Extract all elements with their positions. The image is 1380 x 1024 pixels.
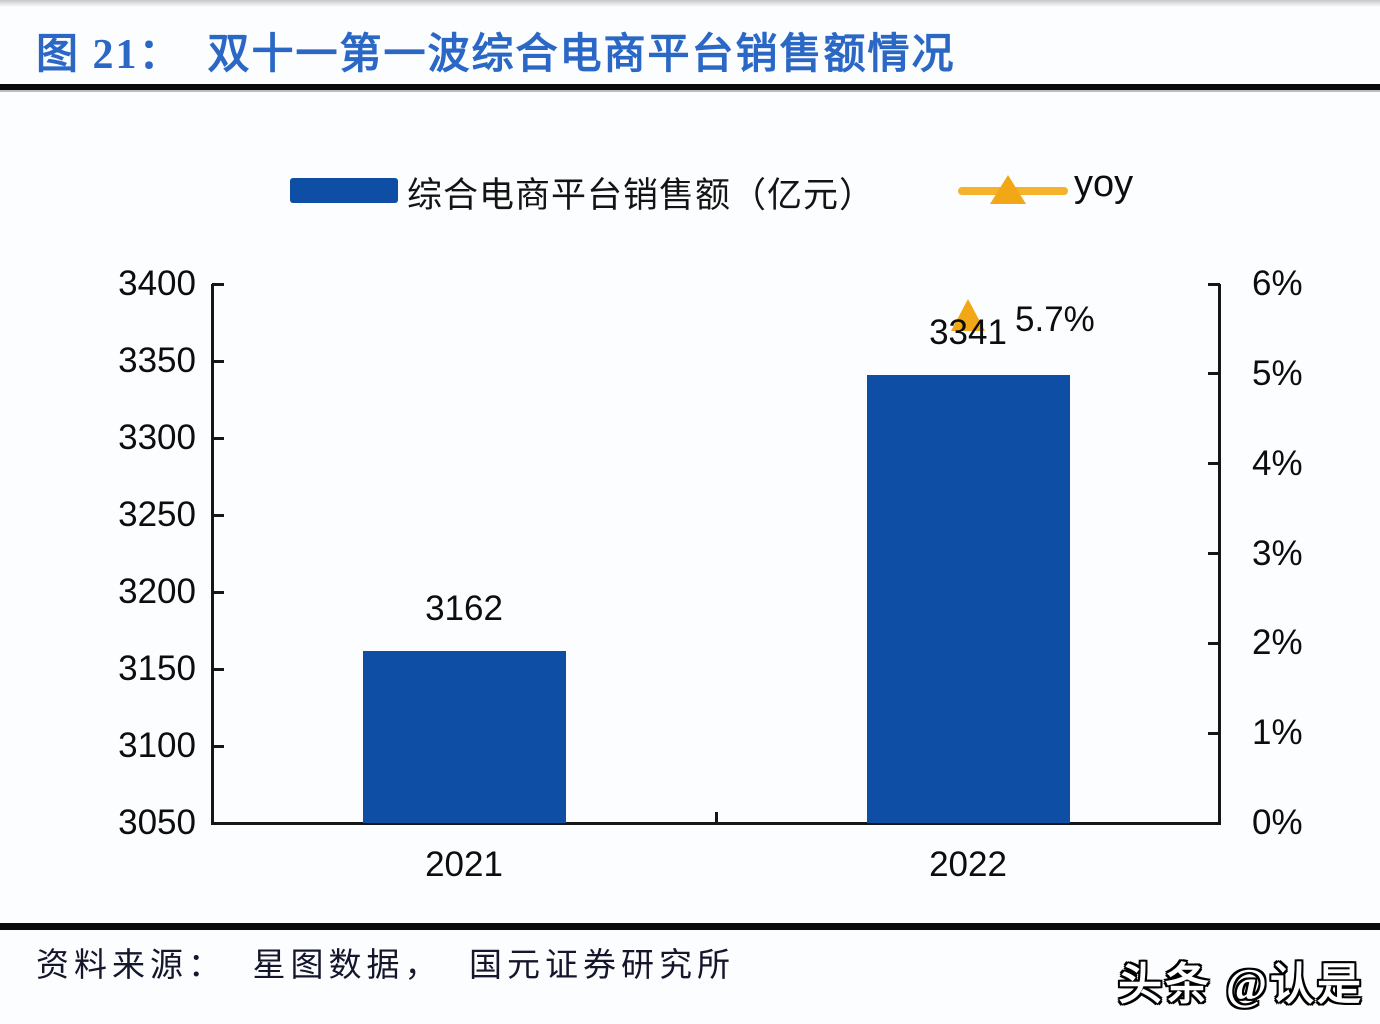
left-axis-tick: [212, 282, 224, 286]
left-axis-tick-label: 3150: [118, 649, 196, 688]
right-axis-tick: [1208, 821, 1220, 825]
title-divider-shadow: [0, 90, 1380, 92]
title-divider: [0, 84, 1380, 90]
left-axis-tick-label: 3300: [118, 418, 196, 457]
right-axis-tick-label: 2%: [1252, 623, 1303, 663]
left-axis-tick-label: 3200: [118, 572, 196, 611]
left-axis-tick-label: 3100: [118, 726, 196, 765]
right-axis-tick: [1208, 641, 1220, 645]
x-axis-label: 2022: [929, 845, 1007, 884]
x-axis-mid-tick: [715, 812, 718, 822]
footer-divider: [0, 923, 1380, 930]
legend-bar-swatch: [290, 178, 398, 203]
yoy-value-label: 5.7%: [1015, 299, 1095, 339]
left-axis-tick-label: 3400: [118, 264, 196, 303]
right-axis-tick-label: 4%: [1252, 443, 1303, 483]
right-axis-tick: [1208, 372, 1220, 376]
right-axis-tick: [1208, 282, 1220, 286]
left-axis-tick: [212, 590, 224, 594]
right-axis-tick-label: 5%: [1252, 353, 1303, 393]
page-top-edge: [0, 0, 1380, 7]
right-axis-tick: [1208, 552, 1220, 555]
x-axis-line: [211, 822, 1221, 825]
legend-bar-label: 综合电商平台销售额（亿元）: [407, 176, 876, 215]
source-note: 资料来源： 星图数据， 国元证券研究所: [36, 948, 735, 984]
left-axis-tick-label: 3350: [118, 341, 196, 380]
figure-title: 图 21： 双十一第一波综合电商平台销售额情况: [36, 32, 956, 78]
legend-triangle-icon: [990, 175, 1026, 204]
right-axis-tick-label: 6%: [1252, 264, 1303, 303]
right-axis-tick: [1208, 462, 1220, 466]
left-axis-tick: [212, 667, 224, 671]
left-axis-tick-label: 3250: [118, 495, 196, 534]
legend-line-label: yoy: [1074, 163, 1134, 205]
right-axis-tick: [1208, 731, 1220, 735]
left-axis-tick: [212, 821, 224, 825]
left-axis-line: [211, 284, 214, 825]
bar-value-label: 3162: [425, 589, 503, 628]
left-axis-tick: [212, 436, 224, 440]
bar-2022: [866, 375, 1070, 823]
watermark: 头条 @认是: [1118, 960, 1364, 1009]
left-axis-tick: [212, 513, 224, 517]
left-axis-tick: [212, 744, 224, 748]
bar-value-label: 3341: [929, 313, 1007, 352]
x-axis-label: 2021: [425, 845, 503, 884]
left-axis-tick: [212, 359, 224, 363]
right-axis-tick-label: 0%: [1252, 803, 1303, 842]
bar-2021: [362, 651, 566, 823]
left-axis-tick-label: 3050: [118, 803, 196, 842]
right-axis-tick-label: 1%: [1252, 713, 1303, 753]
yoy-marker-icon: [951, 298, 985, 331]
right-axis-tick-label: 3%: [1252, 533, 1303, 573]
